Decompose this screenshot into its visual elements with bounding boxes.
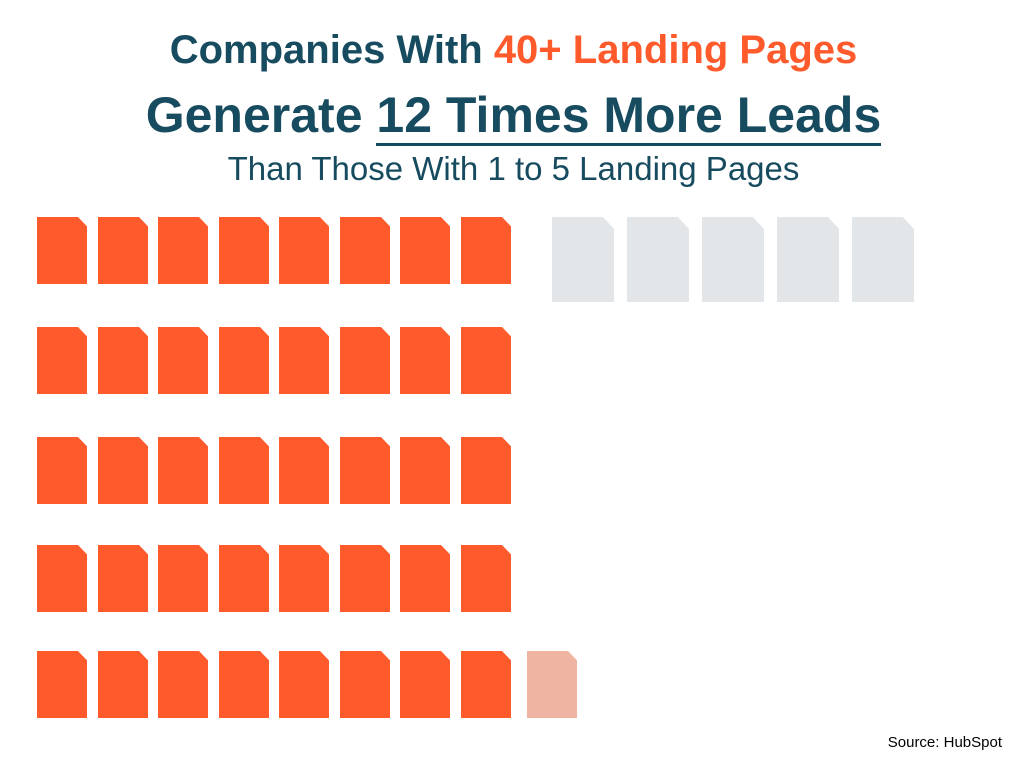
small-group-page-icon bbox=[852, 217, 914, 302]
landing-page-icon bbox=[219, 437, 269, 504]
landing-page-icon bbox=[158, 545, 208, 612]
landing-page-icon bbox=[340, 545, 390, 612]
headline-prefix: Companies With bbox=[169, 28, 494, 72]
partial-landing-page-icon bbox=[527, 651, 577, 718]
small-group-page-icon bbox=[627, 217, 689, 302]
small-group-page-icon bbox=[777, 217, 839, 302]
landing-page-icon bbox=[37, 545, 87, 612]
landing-page-icon bbox=[98, 217, 148, 284]
landing-page-icon bbox=[400, 217, 450, 284]
headline-line-1: Companies With 40+ Landing Pages bbox=[0, 28, 1027, 73]
landing-page-icon bbox=[461, 217, 511, 284]
small-group-page-icon bbox=[702, 217, 764, 302]
landing-page-icon bbox=[219, 545, 269, 612]
landing-page-icon bbox=[340, 327, 390, 394]
landing-page-icon bbox=[461, 437, 511, 504]
landing-page-icon bbox=[461, 327, 511, 394]
landing-page-icon bbox=[400, 545, 450, 612]
landing-page-icon bbox=[461, 651, 511, 718]
landing-page-icon bbox=[340, 217, 390, 284]
landing-page-icon bbox=[461, 545, 511, 612]
landing-page-icon bbox=[279, 437, 329, 504]
landing-page-icon bbox=[279, 651, 329, 718]
landing-page-icon bbox=[37, 651, 87, 718]
landing-page-icon bbox=[219, 327, 269, 394]
headline-generate: Generate bbox=[145, 87, 377, 143]
headline-subtitle: Than Those With 1 to 5 Landing Pages bbox=[227, 150, 800, 187]
source-credit: Source: HubSpot bbox=[887, 734, 1002, 751]
landing-page-icon bbox=[400, 437, 450, 504]
landing-page-icon bbox=[158, 437, 208, 504]
headline-underlined-claim: 12 Times More Leads bbox=[376, 87, 882, 146]
landing-page-icon bbox=[400, 651, 450, 718]
small-group-page-icon bbox=[552, 217, 614, 302]
landing-page-icon bbox=[400, 327, 450, 394]
landing-page-icon bbox=[219, 651, 269, 718]
landing-page-icon bbox=[37, 327, 87, 394]
landing-page-icon bbox=[158, 327, 208, 394]
landing-page-icon bbox=[340, 651, 390, 718]
landing-page-icon bbox=[279, 217, 329, 284]
landing-page-icon bbox=[37, 437, 87, 504]
headline-line-2: Generate 12 Times More Leads bbox=[0, 86, 1027, 146]
headline-accent: 40+ Landing Pages bbox=[493, 28, 858, 72]
landing-page-icon bbox=[98, 437, 148, 504]
landing-page-icon bbox=[279, 327, 329, 394]
landing-page-icon bbox=[158, 217, 208, 284]
landing-page-icon bbox=[98, 545, 148, 612]
landing-page-icon bbox=[98, 651, 148, 718]
landing-page-icon bbox=[37, 217, 87, 284]
landing-page-icon bbox=[340, 437, 390, 504]
landing-page-icon bbox=[158, 651, 208, 718]
landing-page-icon bbox=[219, 217, 269, 284]
landing-page-icon bbox=[279, 545, 329, 612]
landing-page-icon bbox=[98, 327, 148, 394]
